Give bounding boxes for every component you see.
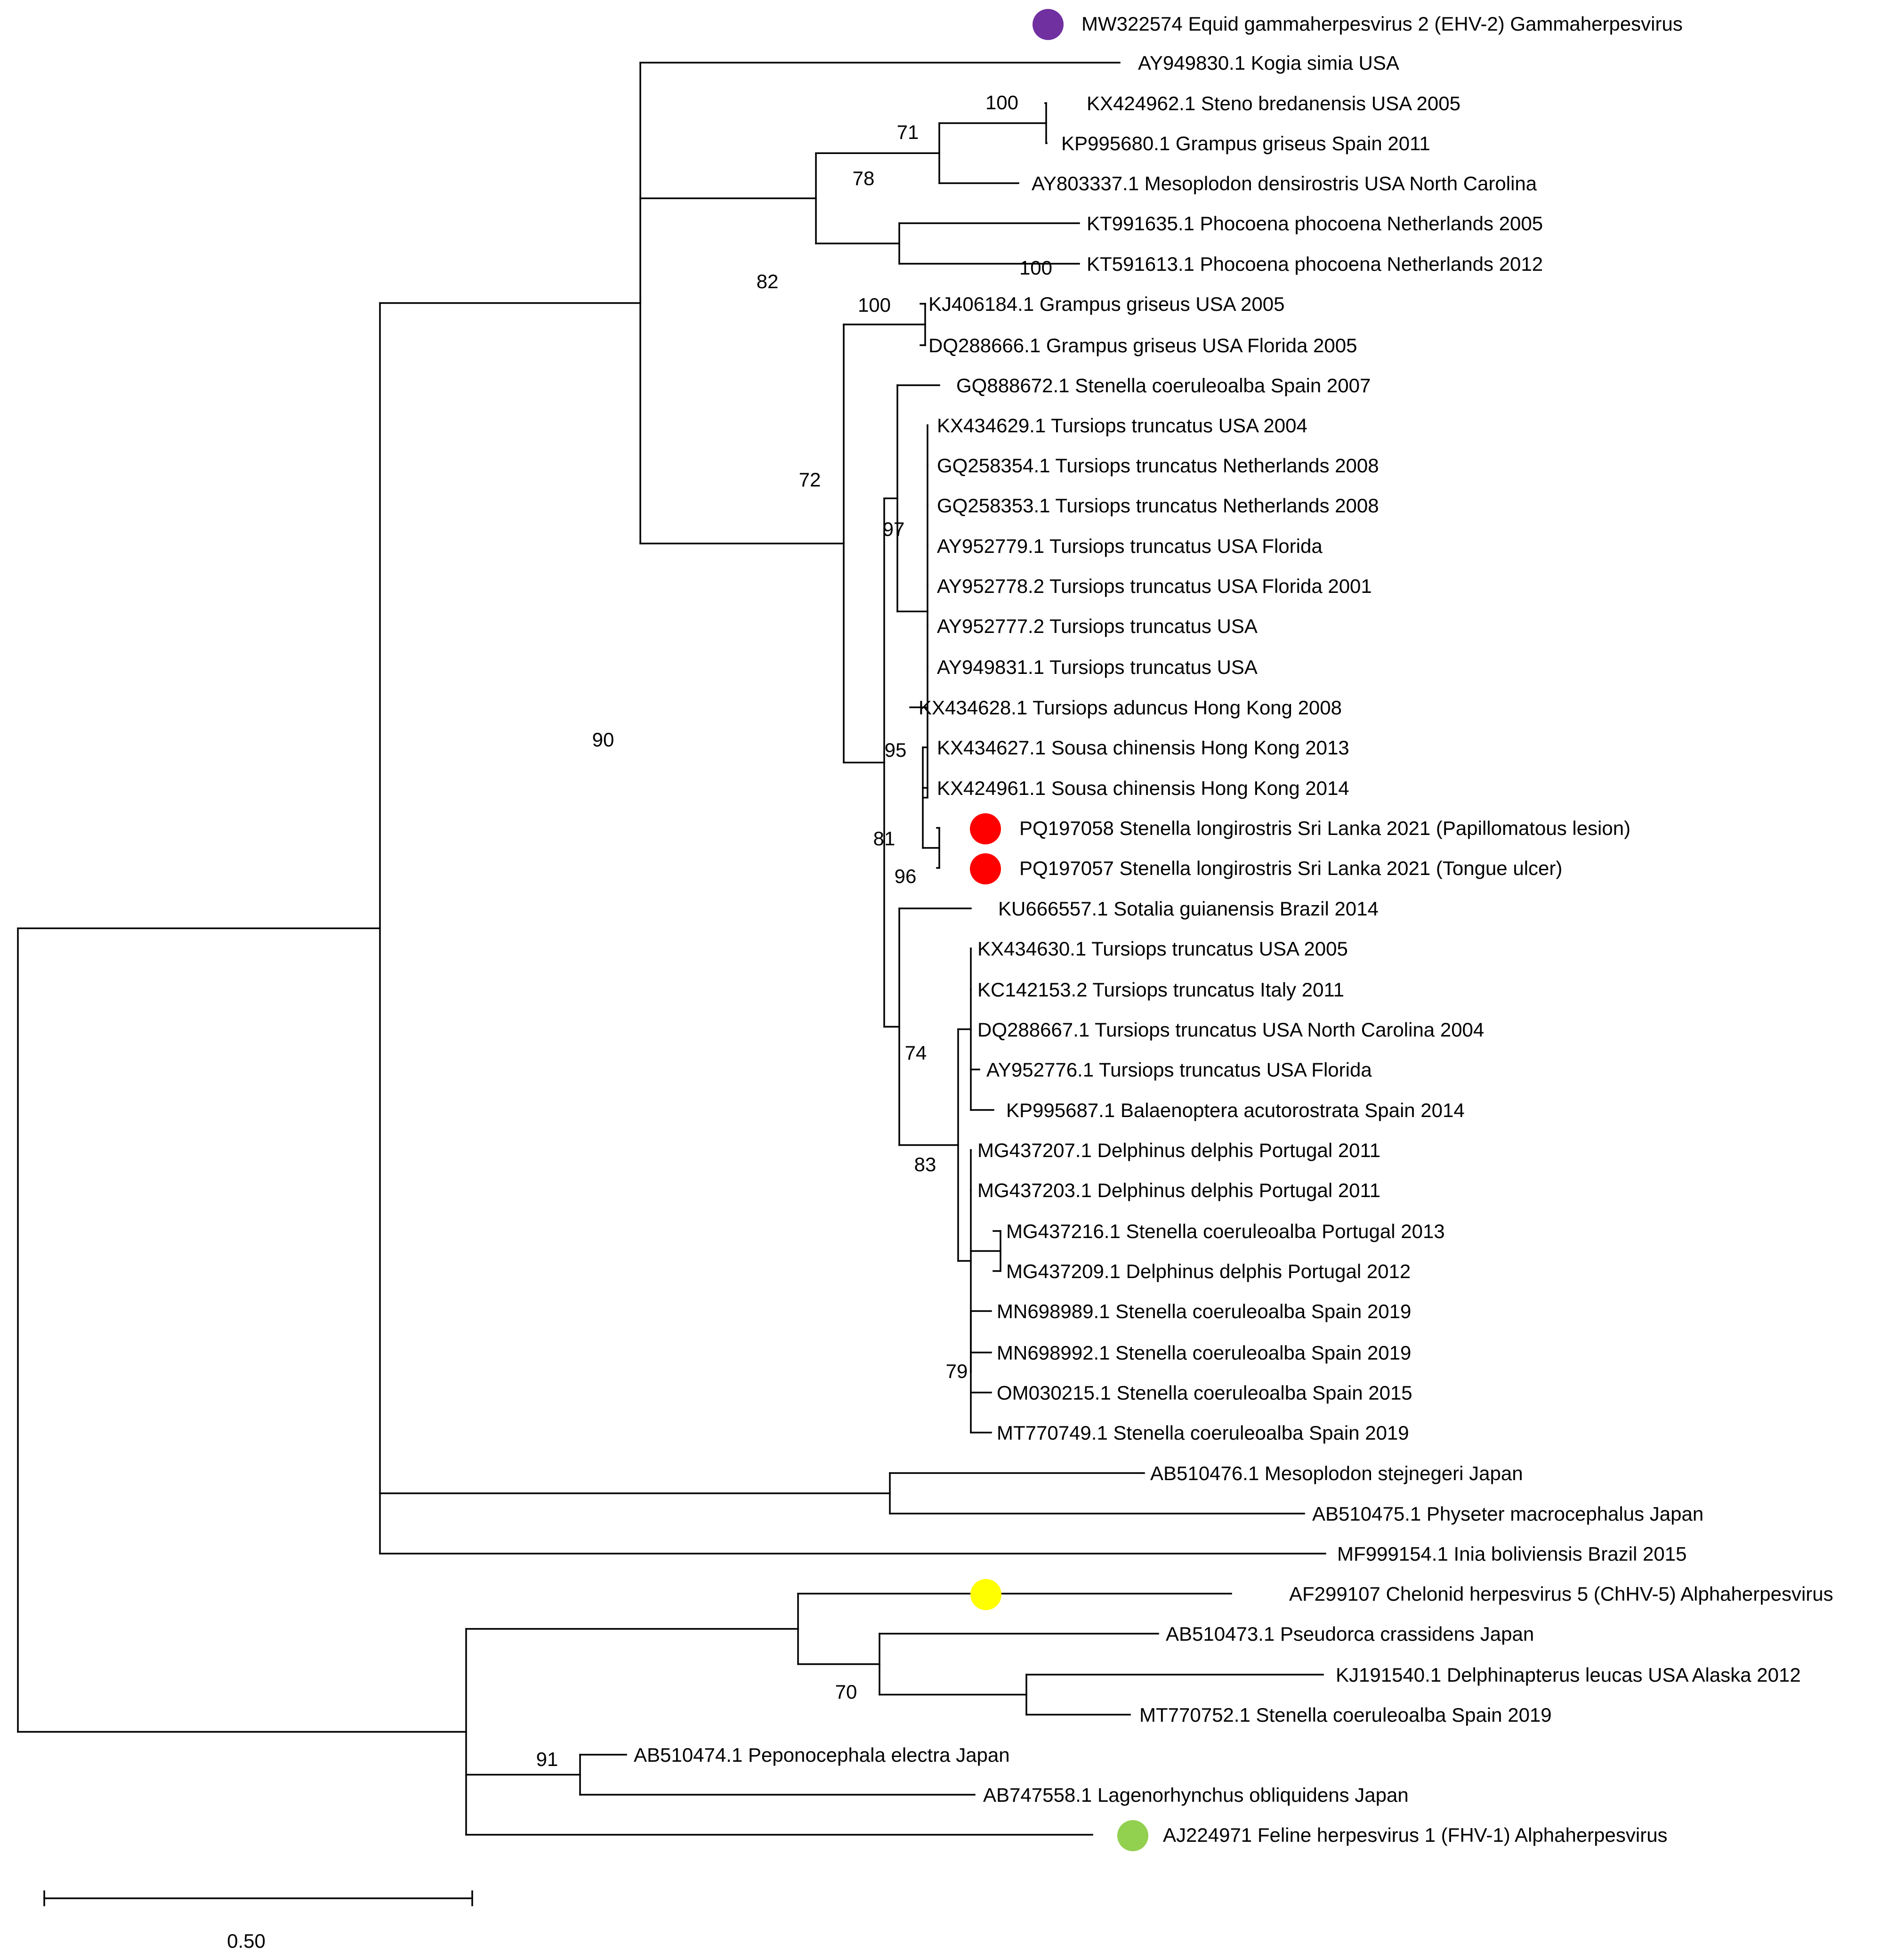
bootstrap-value: 74	[905, 1042, 927, 1064]
taxon-label-kx434629-1: KX434629.1 Tursiops truncatus USA 2004	[937, 414, 1307, 437]
bootstrap-value: 95	[885, 739, 907, 761]
taxon-label-mf999154-1: MF999154.1 Inia boliviensis Brazil 2015	[1337, 1543, 1686, 1565]
taxon-label-ay952776-1: AY952776.1 Tursiops truncatus USA Florid…	[986, 1059, 1372, 1081]
taxon-label-pq197058: PQ197058 Stenella longirostris Sri Lanka…	[1019, 817, 1630, 839]
taxon-label-gq888672-1: GQ888672.1 Stenella coeruleoalba Spain 2…	[956, 374, 1371, 397]
taxon-label-af299107: AF299107 Chelonid herpesvirus 5 (ChHV-5)…	[1289, 1583, 1833, 1605]
marker-dot-pq197057	[970, 853, 1001, 884]
taxon-label-mn698989-1: MN698989.1 Stenella coeruleoalba Spain 2…	[997, 1300, 1411, 1322]
taxon-label-ay952777-2: AY952777.2 Tursiops truncatus USA	[937, 615, 1258, 637]
taxon-label-kj191540-1: KJ191540.1 Delphinapterus leucas USA Ala…	[1336, 1664, 1801, 1686]
bootstrap-value: 83	[914, 1153, 936, 1175]
taxon-label-kp995680-1: KP995680.1 Grampus griseus Spain 2011	[1061, 132, 1430, 154]
taxon-label-mg437203-1: MG437203.1 Delphinus delphis Portugal 20…	[977, 1179, 1380, 1201]
taxon-label-ab510476-1: AB510476.1 Mesoplodon stejnegeri Japan	[1150, 1462, 1523, 1484]
taxon-label-ab747558-1: AB747558.1 Lagenorhynchus obliquidens Ja…	[983, 1784, 1409, 1806]
bootstrap-value: 70	[835, 1681, 857, 1703]
bootstrap-value: 72	[799, 469, 821, 491]
taxon-label-ab510473-1: AB510473.1 Pseudorca crassidens Japan	[1166, 1623, 1534, 1645]
bootstrap-value: 100	[1019, 257, 1052, 279]
bootstrap-value: 79	[946, 1360, 968, 1382]
taxon-label-ay949830-1: AY949830.1 Kogia simia USA	[1138, 52, 1399, 74]
taxon-label-ab510474-1: AB510474.1 Peponocephala electra Japan	[634, 1744, 1010, 1766]
taxon-markers	[970, 9, 1148, 1851]
taxon-label-gq258354-1: GQ258354.1 Tursiops truncatus Netherland…	[937, 454, 1379, 477]
taxon-label-mg437209-1: MG437209.1 Delphinus delphis Portugal 20…	[1006, 1260, 1411, 1282]
bootstrap-value: 81	[873, 827, 896, 850]
taxon-label-mn698992-1: MN698992.1 Stenella coeruleoalba Spain 2…	[997, 1342, 1411, 1364]
taxon-label-mg437216-1: MG437216.1 Stenella coeruleoalba Portuga…	[1006, 1220, 1445, 1242]
taxon-label-mt770752-1: MT770752.1 Stenella coeruleoalba Spain 2…	[1139, 1704, 1552, 1726]
bootstrap-value: 78	[853, 167, 875, 189]
taxon-label-ay949831-1: AY949831.1 Tursiops truncatus USA	[937, 656, 1258, 678]
bootstrap-value: 100	[985, 91, 1018, 113]
taxon-label-kx424962-1: KX424962.1 Steno bredanensis USA 2005	[1087, 92, 1460, 114]
bootstrap-value: 96	[895, 865, 917, 887]
taxon-labels: MW322574 Equid gammaherpesvirus 2 (EHV-2…	[634, 13, 1833, 1846]
bootstrap-value: 90	[592, 729, 614, 751]
marker-dot-aj224971	[1117, 1820, 1148, 1851]
taxon-label-kx424961-1: KX424961.1 Sousa chinensis Hong Kong 201…	[937, 777, 1349, 799]
marker-dot-pq197058	[970, 813, 1001, 844]
bootstrap-value: 100	[858, 294, 891, 316]
marker-dot-mw322574	[1033, 9, 1064, 40]
marker-dot-af299107	[970, 1579, 1001, 1610]
taxon-label-kx434627-1: KX434627.1 Sousa chinensis Hong Kong 201…	[937, 737, 1349, 759]
bootstrap-value: 71	[897, 121, 919, 143]
taxon-label-kj406184-1: KJ406184.1 Grampus griseus USA 2005	[928, 293, 1284, 315]
taxon-label-pq197057: PQ197057 Stenella longirostris Sri Lanka…	[1019, 857, 1562, 879]
taxon-label-ay952778-2: AY952778.2 Tursiops truncatus USA Florid…	[937, 575, 1372, 597]
taxon-label-kx434630-1: KX434630.1 Tursiops truncatus USA 2005	[977, 938, 1348, 960]
scale-bar-label: 0.50	[227, 1930, 266, 1952]
taxon-label-gq258353-1: GQ258353.1 Tursiops truncatus Netherland…	[937, 494, 1379, 517]
bootstrap-value: 97	[883, 518, 905, 540]
taxon-label-mg437207-1: MG437207.1 Delphinus delphis Portugal 20…	[977, 1139, 1380, 1161]
taxon-label-kc142153-2: KC142153.2 Tursiops truncatus Italy 2011	[977, 979, 1344, 1001]
taxon-label-ay803337-1: AY803337.1 Mesoplodon densirostris USA N…	[1032, 172, 1537, 194]
scale-bar: 0.50	[43, 1890, 473, 1952]
taxon-label-om030215-1: OM030215.1 Stenella coeruleoalba Spain 2…	[997, 1382, 1412, 1404]
taxon-label-ay952779-1: AY952779.1 Tursiops truncatus USA Florid…	[937, 535, 1323, 557]
taxon-label-ab510475-1: AB510475.1 Physeter macrocephalus Japan	[1312, 1503, 1703, 1525]
taxon-label-aj224971: AJ224971 Feline herpesvirus 1 (FHV-1) Al…	[1163, 1824, 1668, 1846]
taxon-label-dq288666-1: DQ288666.1 Grampus griseus USA Florida 2…	[928, 334, 1357, 356]
taxon-label-kt991635-1: KT991635.1 Phocoena phocoena Netherlands…	[1087, 212, 1543, 235]
bootstrap-value: 91	[536, 1748, 558, 1770]
taxon-label-kt591613-1: KT591613.1 Phocoena phocoena Netherlands…	[1087, 253, 1543, 275]
bootstrap-value: 82	[757, 270, 779, 292]
taxon-label-dq288667-1: DQ288667.1 Tursiops truncatus USA North …	[977, 1019, 1484, 1041]
bootstrap-values: 82 78 71 100 100 72 100 81 95 97 96 74 83 79 90 70 91	[536, 91, 1052, 1770]
taxon-label-mt770749-1: MT770749.1 Stenella coeruleoalba Spain 2…	[997, 1422, 1409, 1444]
taxon-label-ku666557-1: KU666557.1 Sotalia guianensis Brazil 201…	[998, 898, 1379, 920]
taxon-label-mw322574: MW322574 Equid gammaherpesvirus 2 (EHV-2…	[1081, 13, 1683, 35]
taxon-label-kp995687-1: KP995687.1 Balaenoptera acutorostrata Sp…	[1006, 1099, 1465, 1121]
tree-branches	[17, 62, 1326, 1836]
taxon-label-kx434628-1: KX434628.1 Tursiops aduncus Hong Kong 20…	[919, 697, 1342, 719]
